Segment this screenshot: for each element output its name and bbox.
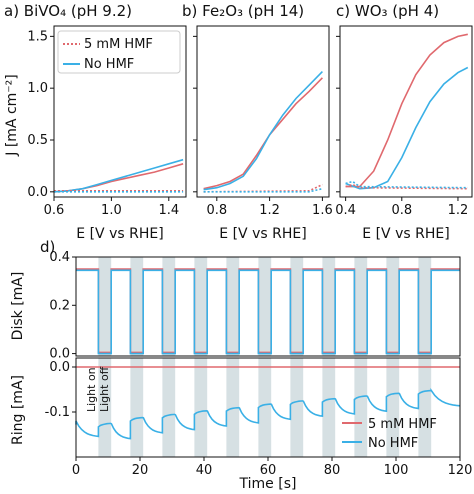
y-tick-label: 0.0 bbox=[49, 347, 70, 362]
light-band bbox=[258, 358, 272, 457]
light-band bbox=[290, 358, 304, 457]
series-line bbox=[203, 71, 323, 191]
light-band bbox=[130, 358, 144, 457]
legend-box bbox=[57, 30, 181, 74]
light-band bbox=[258, 257, 272, 356]
light-band bbox=[98, 257, 112, 356]
y-tick-label: 0.0 bbox=[49, 360, 70, 375]
series-line bbox=[203, 187, 323, 193]
light-band bbox=[354, 358, 368, 457]
x-tick-label: 0.8 bbox=[391, 203, 412, 218]
series-line bbox=[345, 183, 468, 190]
x-tick-label: 1.6 bbox=[312, 203, 333, 218]
y-tick-label: 1.5 bbox=[27, 29, 48, 44]
x-tick-label: 40 bbox=[196, 463, 213, 478]
light-band bbox=[130, 257, 144, 356]
series-line bbox=[203, 77, 323, 190]
light-band bbox=[322, 358, 336, 457]
panel-d-xlabel: Time [s] bbox=[239, 476, 297, 492]
light-band bbox=[162, 257, 176, 356]
panel-c-title: c) WO₃ (pH 4) bbox=[336, 2, 439, 20]
panel-d-title: d) bbox=[40, 238, 55, 256]
legend-label-nohmf-d: No HMF bbox=[368, 436, 418, 451]
panel-d-ring-ylabel: Ring [mA] bbox=[10, 375, 26, 445]
panel-c-frame bbox=[339, 25, 473, 198]
light-band bbox=[354, 257, 368, 356]
y-tick-label: 1.0 bbox=[27, 81, 48, 96]
x-tick-label: 0.4 bbox=[335, 203, 356, 218]
panel-a-title: a) BiVO₄ (pH 9.2) bbox=[4, 2, 132, 20]
light-band bbox=[322, 257, 336, 356]
light-band bbox=[226, 257, 240, 356]
light-band bbox=[98, 358, 112, 457]
panel-d-disk-ylabel: Disk [mA] bbox=[10, 272, 26, 341]
x-tick-label: 1.2 bbox=[259, 203, 280, 218]
panel-c: c) WO₃ (pH 4) 0.4 0.8 1.2 E [V vs RHE] bbox=[335, 2, 473, 242]
panel-c-xlabel: E [V vs RHE] bbox=[362, 226, 449, 242]
legend-label-hmf: 5 mM HMF bbox=[84, 37, 153, 52]
panel-d-ring-frame bbox=[75, 357, 461, 458]
x-tick-label: 0.8 bbox=[206, 203, 227, 218]
x-tick-label: 60 bbox=[260, 463, 277, 478]
series-line bbox=[203, 183, 323, 193]
panel-d-disk: d) 0.0 0.2 0.4 Disk [mA] bbox=[10, 238, 461, 362]
light-band bbox=[194, 358, 208, 457]
x-tick-label: 0 bbox=[72, 463, 80, 478]
panel-d-legend: 5 mM HMF No HMF bbox=[342, 417, 437, 451]
annotation-light-off: Light off bbox=[98, 366, 111, 412]
x-tick-label: 120 bbox=[448, 463, 473, 478]
y-tick-label: 0.4 bbox=[49, 250, 70, 265]
series-line bbox=[53, 158, 184, 193]
panel-b-frame bbox=[196, 25, 330, 198]
light-band bbox=[418, 257, 432, 356]
panel-a-frame bbox=[53, 25, 187, 198]
x-tick-label: 1.4 bbox=[158, 203, 179, 218]
legend-label-hmf-d: 5 mM HMF bbox=[368, 417, 437, 432]
light-band bbox=[418, 358, 432, 457]
y-tick-label: -0.1 bbox=[45, 405, 70, 420]
legend-label-nohmf: No HMF bbox=[84, 57, 134, 72]
panel-b-title: b) Fe₂O₃ (pH 14) bbox=[182, 2, 304, 20]
panel-a-legend: 5 mM HMF No HMF bbox=[57, 30, 181, 74]
series-line bbox=[345, 33, 468, 188]
panel-a-xlabel: E [V vs RHE] bbox=[76, 226, 163, 242]
disk-series-line bbox=[76, 269, 460, 355]
panel-d-disk-frame bbox=[75, 256, 461, 357]
panel-b-xlabel: E [V vs RHE] bbox=[219, 226, 306, 242]
panel-a-ylabel: J [mA cm⁻²] bbox=[4, 74, 20, 157]
light-band bbox=[386, 257, 400, 356]
ring-series-line bbox=[75, 387, 461, 440]
x-tick-label: 1.2 bbox=[448, 203, 469, 218]
x-tick-label: 100 bbox=[384, 463, 409, 478]
light-band bbox=[194, 257, 208, 356]
series-line bbox=[345, 66, 469, 190]
x-tick-label: 1.0 bbox=[101, 203, 122, 218]
light-band bbox=[386, 358, 400, 457]
annotation-light-on: Light on bbox=[85, 367, 98, 412]
x-tick-label: 20 bbox=[132, 463, 149, 478]
y-tick-label: 0.2 bbox=[49, 298, 70, 313]
x-tick-label: 80 bbox=[324, 463, 341, 478]
light-band bbox=[290, 257, 304, 356]
panel-b: b) Fe₂O₃ (pH 14) 0.8 1.2 1.6 E [V vs RHE] bbox=[182, 2, 333, 242]
x-tick-label: 0.6 bbox=[44, 203, 65, 218]
y-tick-label: 0.0 bbox=[27, 185, 48, 200]
panel-a: a) BiVO₄ (pH 9.2) 0.6 1.0 1.40.00.51.01.5 … bbox=[4, 2, 187, 242]
y-tick-label: 0.5 bbox=[27, 133, 48, 148]
light-band bbox=[162, 358, 176, 457]
panel-d-ring: 0.0 -0.1 0 20 40 60 80 100 120 Ring [mA] Time [s… bbox=[10, 357, 473, 492]
